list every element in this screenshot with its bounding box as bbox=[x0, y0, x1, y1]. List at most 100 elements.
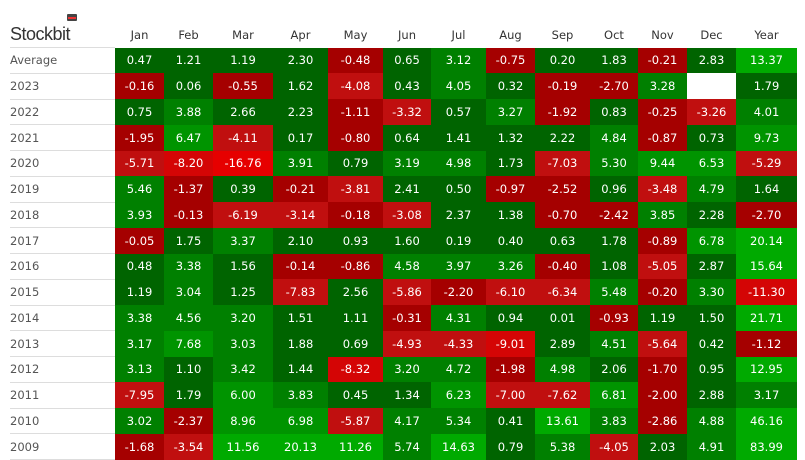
heatmap-cell-dec: 6.78 bbox=[687, 227, 736, 254]
table-row: 2021 -1.95 6.47 -4.11 0.17 -0.80 0.64 1.41 1.32 2… bbox=[10, 124, 797, 151]
heatmap-cell-dec: 3.30 bbox=[687, 279, 736, 305]
heatmap-cell-mar: 11.56 bbox=[213, 433, 273, 460]
heatmap-cell-mar: 0.39 bbox=[213, 176, 273, 202]
heatmap-cell-year: 12.95 bbox=[736, 356, 797, 383]
heatmap-cell-jun: 3.19 bbox=[383, 150, 431, 177]
heatmap-cell-jul: 3.97 bbox=[431, 253, 486, 280]
row-label: 2021 bbox=[10, 124, 115, 151]
heatmap-cell-jan: 3.02 bbox=[115, 408, 164, 434]
heatmap-cell-sep: 0.63 bbox=[535, 227, 590, 254]
heatmap-cell-dec: 2.28 bbox=[687, 202, 736, 228]
heatmap-cell-jan: 3.17 bbox=[115, 330, 164, 357]
heatmap-cell-jun: 0.64 bbox=[383, 124, 431, 151]
heatmap-cell-year: 3.17 bbox=[736, 382, 797, 408]
column-header-jun: Jun bbox=[398, 27, 416, 42]
heatmap-cell-sep: -7.03 bbox=[535, 150, 590, 177]
heatmap-table: Stockbit Jan Feb Mar Apr May Jun Jul Aug Sep Oct N… bbox=[10, 14, 797, 460]
heatmap-cell-mar: -0.55 bbox=[213, 73, 273, 99]
heatmap-cell-aug: 0.32 bbox=[486, 73, 535, 99]
heatmap-cell-feb: 7.68 bbox=[164, 330, 213, 357]
heatmap-cell-year: 1.79 bbox=[736, 73, 797, 99]
row-label: Average bbox=[10, 47, 115, 74]
heatmap-cell-oct: -2.70 bbox=[590, 73, 638, 99]
heatmap-cell-jul: 2.37 bbox=[431, 202, 486, 228]
column-header-aug: Aug bbox=[499, 27, 522, 42]
table-row: 2023 -0.16 0.06 -0.55 1.62 -4.08 0.43 4.05 0.32-… bbox=[10, 73, 797, 100]
heatmap-cell-oct: 1.78 bbox=[590, 227, 638, 254]
heatmap-cell-nov: 1.19 bbox=[638, 305, 687, 331]
heatmap-cell-jun: -0.31 bbox=[383, 305, 431, 331]
heatmap-cell-jul: 14.63 bbox=[431, 433, 486, 460]
heatmap-cell-jul: -4.33 bbox=[431, 330, 486, 357]
row-label: 2016 bbox=[10, 253, 115, 280]
heatmap-cell-jun: 3.20 bbox=[383, 356, 431, 383]
table-row: 2019 5.46 -1.37 0.39 -0.21 -3.81 2.41 0.50 -0.97… bbox=[10, 176, 797, 203]
row-label: 2019 bbox=[10, 176, 115, 203]
heatmap-cell-oct: 5.48 bbox=[590, 279, 638, 305]
heatmap-cell-year: 13.37 bbox=[736, 47, 797, 74]
heatmap-cell-feb: 3.88 bbox=[164, 99, 213, 125]
table-row: 2012 3.13 1.10 3.42 1.44 -8.32 3.20 4.72 -1.98 4.… bbox=[10, 356, 797, 383]
heatmap-cell-dec: 4.91 bbox=[687, 433, 736, 460]
heatmap-cell-jan: 0.48 bbox=[115, 253, 164, 280]
heatmap-cell-may: -3.81 bbox=[328, 176, 383, 202]
heatmap-cell-aug: -9.01 bbox=[486, 330, 535, 357]
heatmap-cell-oct: 1.83 bbox=[590, 47, 638, 74]
heatmap-cell-may: -0.86 bbox=[328, 253, 383, 280]
column-header-mar: Mar bbox=[232, 27, 254, 42]
heatmap-cell-oct: 2.06 bbox=[590, 356, 638, 383]
heatmap-cell-oct: 4.84 bbox=[590, 124, 638, 151]
table-row: 2014 3.38 4.56 3.20 1.51 1.11 -0.31 4.31 0.94 0.0… bbox=[10, 305, 797, 332]
heatmap-cell-year: 15.64 bbox=[736, 253, 797, 280]
heatmap-cell-feb: 0.06 bbox=[164, 73, 213, 99]
heatmap-cell-jan: 1.19 bbox=[115, 279, 164, 305]
column-header-feb: Feb bbox=[178, 27, 199, 42]
heatmap-cell-sep: 0.20 bbox=[535, 47, 590, 74]
heatmap-cell-sep: -7.62 bbox=[535, 382, 590, 408]
heatmap-cell-feb: 6.47 bbox=[164, 124, 213, 151]
heatmap-cell-aug: 1.38 bbox=[486, 202, 535, 228]
heatmap-cell-may: 0.79 bbox=[328, 150, 383, 177]
heatmap-cell-jul: 0.50 bbox=[431, 176, 486, 202]
heatmap-cell-feb: 3.04 bbox=[164, 279, 213, 305]
table-row: 2013 3.17 7.68 3.03 1.88 0.69 -4.93 -4.33 -9.01 2… bbox=[10, 330, 797, 357]
heatmap-cell-jun: 1.34 bbox=[383, 382, 431, 408]
heatmap-cell-oct: 0.96 bbox=[590, 176, 638, 202]
heatmap-cell-dec: 2.87 bbox=[687, 253, 736, 280]
heatmap-cell-jan: 3.38 bbox=[115, 305, 164, 331]
heatmap-cell-may: 1.11 bbox=[328, 305, 383, 331]
heatmap-cell-jun: 5.74 bbox=[383, 433, 431, 460]
heatmap-cell-jul: 1.41 bbox=[431, 124, 486, 151]
table-row: 2010 3.02 -2.37 8.96 6.98 -5.87 4.17 5.34 0.41 13… bbox=[10, 408, 797, 435]
heatmap-cell-apr: -7.83 bbox=[273, 279, 328, 305]
heatmap-cell-sep: -2.52 bbox=[535, 176, 590, 202]
heatmap-cell-oct: -2.42 bbox=[590, 202, 638, 228]
heatmap-cell-dec: 6.53 bbox=[687, 150, 736, 177]
heatmap-cell-sep: 13.61 bbox=[535, 408, 590, 434]
heatmap-cell-nov: -0.87 bbox=[638, 124, 687, 151]
heatmap-cell-year: 83.99 bbox=[736, 433, 797, 460]
heatmap-cell-jan: -5.71 bbox=[115, 150, 164, 177]
heatmap-cell-nov: -2.86 bbox=[638, 408, 687, 434]
heatmap-cell-aug: 0.79 bbox=[486, 433, 535, 460]
heatmap-cell-may: -4.08 bbox=[328, 73, 383, 99]
heatmap-cell-apr: 3.91 bbox=[273, 150, 328, 177]
heatmap-cell-apr: 0.17 bbox=[273, 124, 328, 151]
heatmap-cell-feb: 1.10 bbox=[164, 356, 213, 383]
heatmap-cell-dec: 1.50 bbox=[687, 305, 736, 331]
heatmap-cell-may: -1.11 bbox=[328, 99, 383, 125]
heatmap-cell-aug: -0.97 bbox=[486, 176, 535, 202]
heatmap-cell-sep: -0.40 bbox=[535, 253, 590, 280]
table-row: 2018 3.93 -0.13 -6.19 -3.14 -0.18 -3.08 2.37 1.3… bbox=[10, 202, 797, 229]
heatmap-cell-mar: 3.03 bbox=[213, 330, 273, 357]
heatmap-cell-year: -11.30 bbox=[736, 279, 797, 305]
heatmap-cell-apr: 1.44 bbox=[273, 356, 328, 383]
heatmap-cell-jul: 4.98 bbox=[431, 150, 486, 177]
heatmap-cell-feb: -8.20 bbox=[164, 150, 213, 177]
heatmap-cell-jan: -1.68 bbox=[115, 433, 164, 460]
heatmap-cell-dec: 4.79 bbox=[687, 176, 736, 202]
heatmap-cell-oct: 5.30 bbox=[590, 150, 638, 177]
heatmap-cell-feb: -3.54 bbox=[164, 433, 213, 460]
heatmap-cell-oct: -4.05 bbox=[590, 433, 638, 460]
heatmap-cell-jun: -3.32 bbox=[383, 99, 431, 125]
